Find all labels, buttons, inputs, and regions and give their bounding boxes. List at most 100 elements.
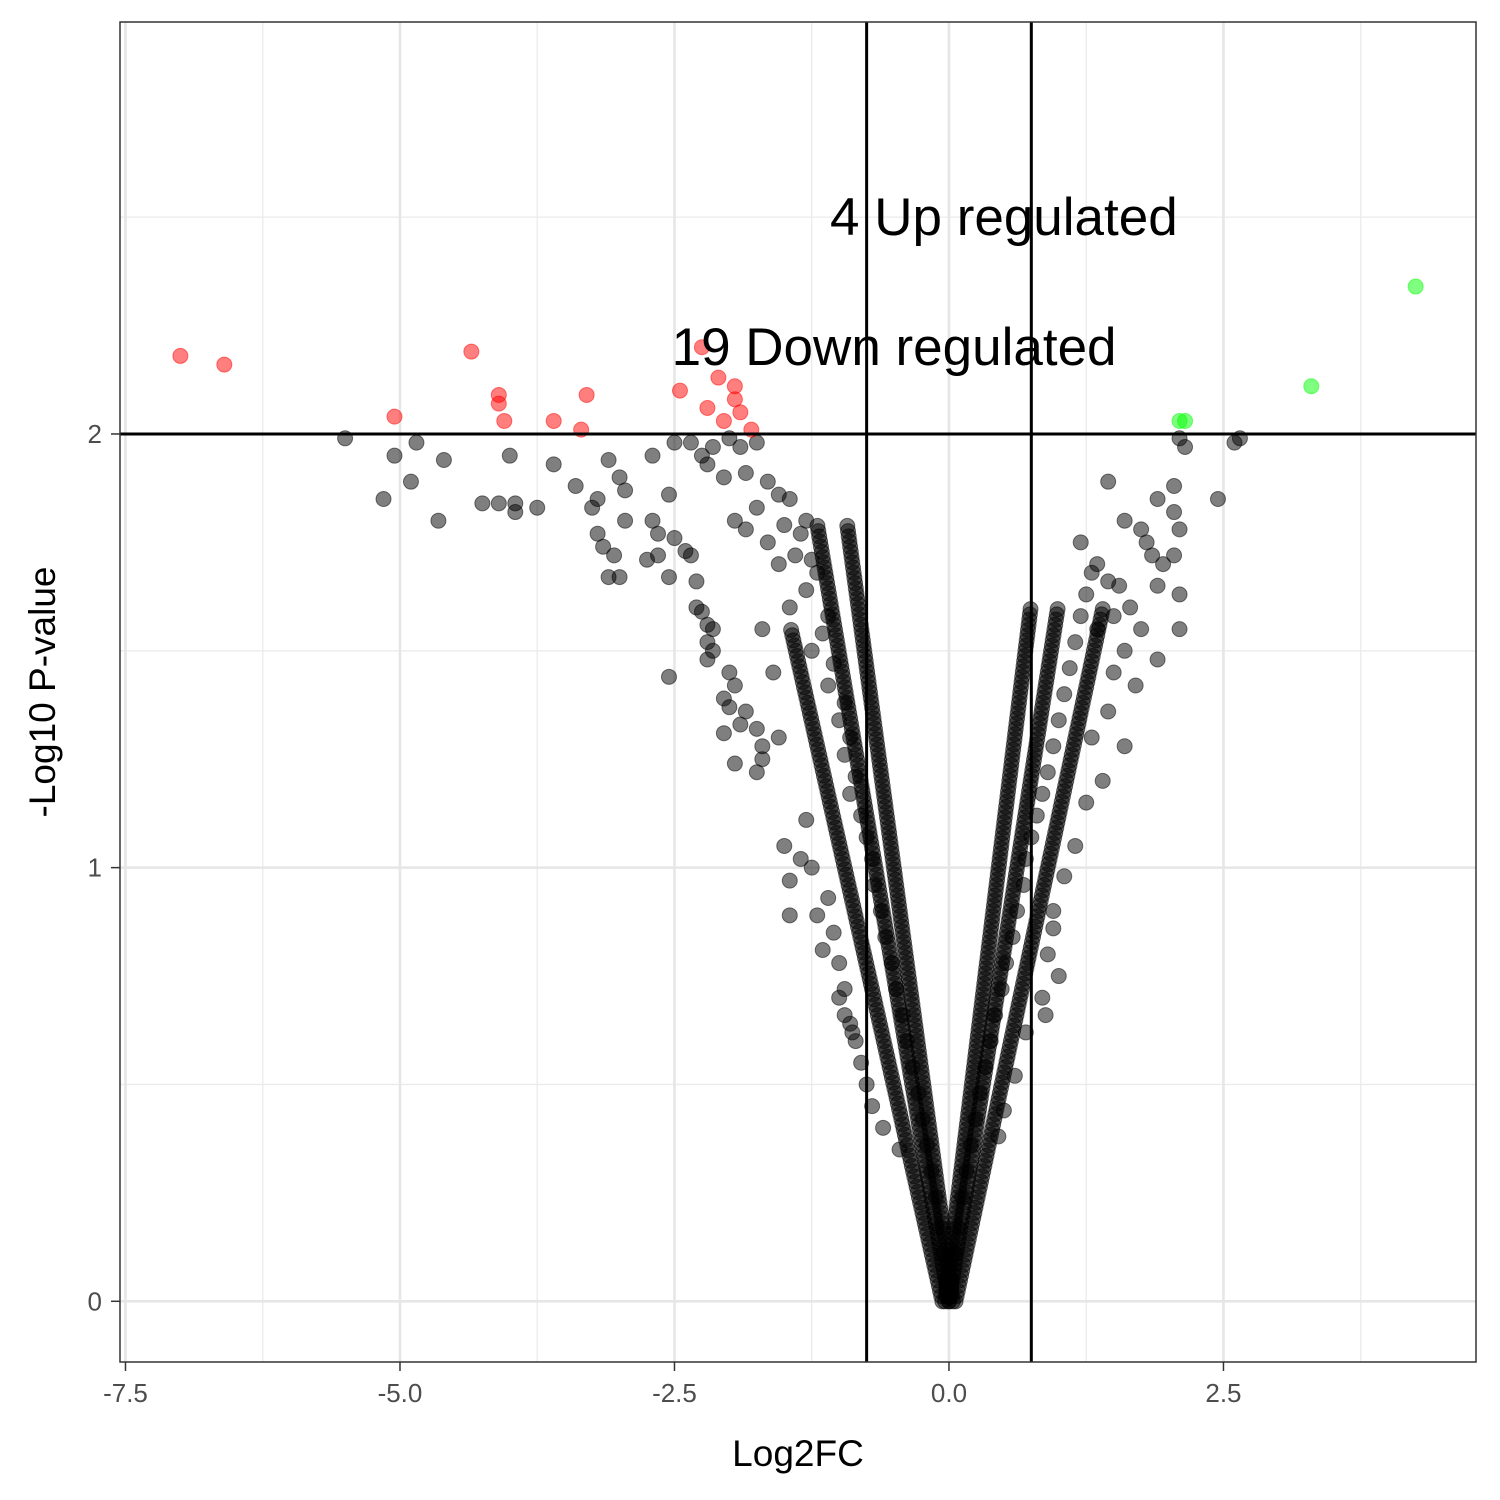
point-ns <box>1149 577 1166 594</box>
point-ns <box>1037 1007 1054 1024</box>
point-ns <box>501 447 518 464</box>
annotation-label: 19 Down regulated <box>672 318 1117 377</box>
point-ns <box>1089 556 1106 573</box>
point-ns <box>781 872 798 889</box>
point-ns <box>1100 473 1117 490</box>
point-ns <box>759 473 776 490</box>
point-ns <box>666 530 683 547</box>
point-ns <box>529 499 546 516</box>
point-down <box>710 369 727 386</box>
point-ns <box>809 907 826 924</box>
point-ns <box>726 677 743 694</box>
x-tick-label: 2.5 <box>1205 1378 1241 1408</box>
threshold-lines <box>120 22 1476 1362</box>
y-tick-label: 2 <box>88 419 102 449</box>
annotations: 4 Up regulated 19 Down regulated <box>672 188 1178 377</box>
y-tick-label: 1 <box>88 853 102 883</box>
point-down <box>463 343 480 360</box>
point-ns <box>864 1098 881 1115</box>
point-ns <box>1050 968 1067 985</box>
point-down <box>699 399 716 416</box>
point-ns <box>1133 621 1150 638</box>
point-ns <box>617 512 634 529</box>
point-ns <box>408 434 425 451</box>
point-ns <box>781 907 798 924</box>
x-tick-label: 0.0 <box>931 1378 967 1408</box>
point-ns <box>770 729 787 746</box>
point-down <box>732 404 749 421</box>
point-ns <box>1105 664 1122 681</box>
grid-lines <box>120 22 1476 1362</box>
point-ns <box>1177 438 1194 455</box>
point-ns <box>820 889 837 906</box>
point-ns <box>1083 729 1100 746</box>
point-ns <box>474 495 491 512</box>
point-ns <box>1166 547 1183 564</box>
point-ns <box>699 651 716 668</box>
point-ns <box>704 438 721 455</box>
point-ns <box>1056 686 1073 703</box>
point-ns <box>836 1007 853 1024</box>
point-ns <box>545 456 562 473</box>
point-ns <box>814 942 831 959</box>
y-axis-title: -Log10 P-value <box>22 567 63 818</box>
point-ns <box>507 504 524 521</box>
point-ns <box>688 573 705 590</box>
point-ns <box>792 525 809 542</box>
point-ns <box>1100 703 1117 720</box>
point-ns <box>875 1119 892 1136</box>
point-ns <box>765 664 782 681</box>
x-tick-label: -2.5 <box>652 1378 697 1408</box>
point-ns <box>792 850 809 867</box>
point-ns <box>798 811 815 828</box>
point-ns <box>1094 601 1111 618</box>
point-ns <box>386 447 403 464</box>
point-ns <box>650 525 667 542</box>
point-down <box>715 412 732 429</box>
point-ns <box>737 521 754 538</box>
point-ns <box>600 451 617 468</box>
point-ns <box>660 486 677 503</box>
point-ns <box>1127 677 1144 694</box>
point-ns <box>650 547 667 564</box>
point-ns <box>1045 902 1062 919</box>
point-ns <box>567 478 584 495</box>
point-ns <box>781 599 798 616</box>
point-ns <box>776 837 793 854</box>
x-tick-label: -5.0 <box>378 1378 423 1408</box>
point-ns <box>844 1024 861 1041</box>
point-up <box>1303 378 1320 395</box>
point-ns <box>1226 434 1243 451</box>
point-ns <box>748 720 765 737</box>
x-axis-title: Log2FC <box>732 1433 864 1474</box>
point-up <box>1407 278 1424 295</box>
point-ns <box>375 491 392 508</box>
point-ns <box>715 469 732 486</box>
point-ns <box>1149 651 1166 668</box>
point-ns <box>1039 946 1056 963</box>
axis-ticks: -7.5 -5.0 -2.5 0.0 2.5 0 1 2 <box>88 419 1242 1408</box>
point-down <box>386 408 403 425</box>
point-ns <box>1116 642 1133 659</box>
point-ns <box>825 924 842 941</box>
point-down <box>496 412 513 429</box>
point-ns <box>435 451 452 468</box>
point-ns <box>787 547 804 564</box>
point-ns <box>831 955 848 972</box>
point-ns <box>1078 586 1095 603</box>
point-ns <box>1166 478 1183 495</box>
point-ns <box>1039 764 1056 781</box>
point-cloud-ns <box>783 517 1111 1310</box>
point-ns <box>809 517 826 534</box>
annotation-label: 4 Up regulated <box>830 188 1178 247</box>
point-ns <box>1061 660 1078 677</box>
point-ns <box>1049 601 1066 618</box>
point-ns <box>1050 712 1067 729</box>
point-down <box>172 347 189 364</box>
point-down <box>671 382 688 399</box>
point-ns <box>732 438 749 455</box>
point-ns <box>1067 634 1084 651</box>
point-ns <box>726 512 743 529</box>
point-ns <box>644 447 661 464</box>
